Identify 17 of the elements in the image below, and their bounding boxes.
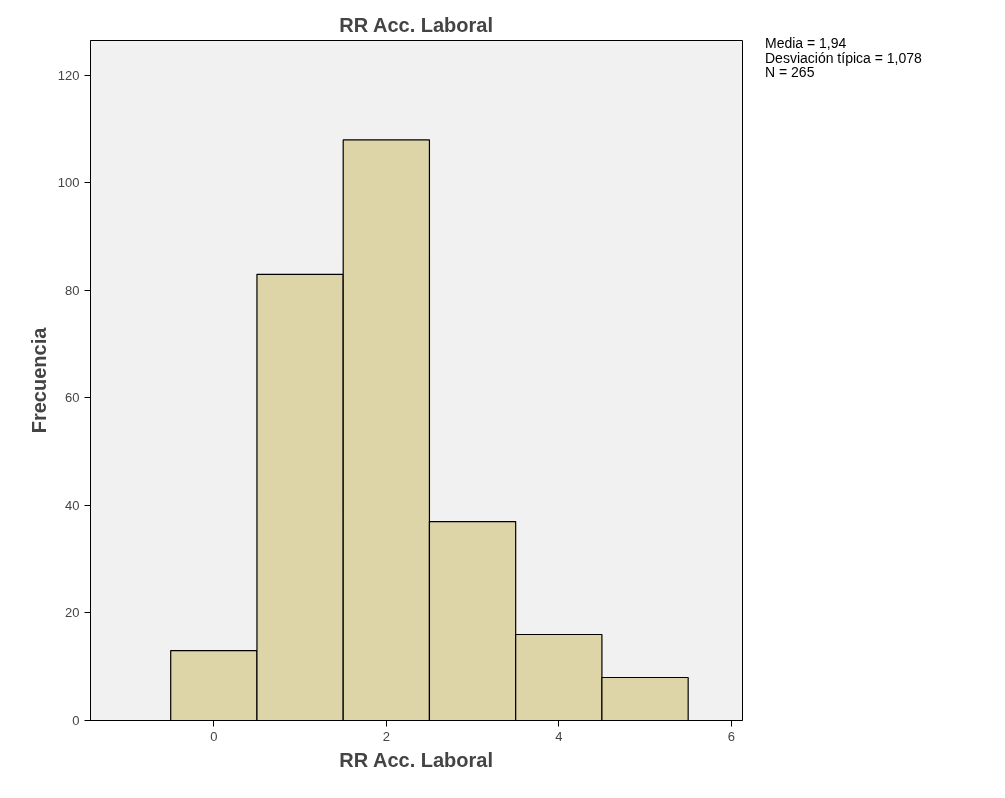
x-tick-label: 6: [727, 728, 735, 744]
x-tick-label: 2: [382, 728, 390, 744]
text: Desviación típica = 1,078: [765, 49, 922, 66]
chart-title: RR Acc. Laboral: [339, 13, 494, 36]
x-tick-label: 0: [210, 728, 218, 744]
y-tick-label: 0: [72, 713, 80, 728]
x-tick-label: 4: [555, 728, 563, 744]
text: Media = 1,94: [765, 35, 847, 51]
y-tick-label: 40: [65, 497, 80, 513]
y-tick-label: 100: [57, 175, 80, 191]
y-tick-label: 60: [65, 390, 80, 406]
y-tick-label: 120: [57, 67, 80, 83]
y-axis-title: Frecuencia: [27, 326, 50, 434]
y-tick-label: 80: [65, 282, 80, 298]
text: N = 265: [765, 64, 815, 81]
y-tick-label: 20: [65, 605, 80, 621]
x-axis-title: RR Acc. Laboral: [339, 748, 494, 771]
